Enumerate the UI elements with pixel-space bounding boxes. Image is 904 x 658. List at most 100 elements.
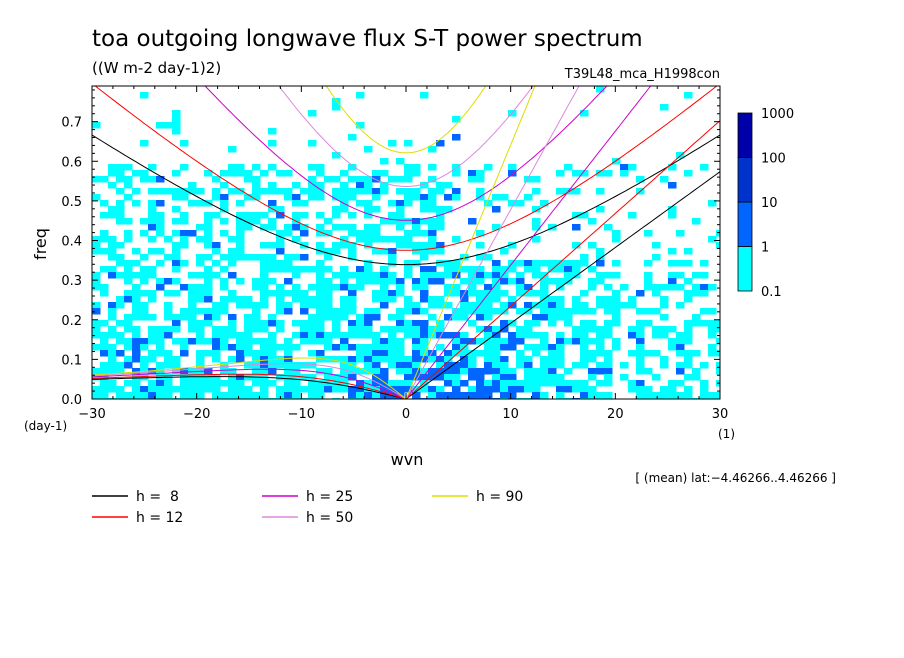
power-cell xyxy=(612,320,621,327)
power-cell xyxy=(412,326,421,333)
power-cell xyxy=(516,380,525,387)
power-cell xyxy=(92,302,101,309)
power-cell xyxy=(508,368,517,375)
power-cell xyxy=(436,326,445,333)
power-cell xyxy=(404,266,413,273)
power-cell xyxy=(372,248,381,255)
power-cell xyxy=(236,338,245,345)
power-cell xyxy=(220,182,229,189)
power-cell xyxy=(500,392,509,399)
power-cell xyxy=(684,362,693,369)
power-cell xyxy=(516,200,525,207)
power-cell xyxy=(524,380,533,387)
power-cell xyxy=(700,260,709,267)
power-cell xyxy=(340,344,349,351)
power-cell xyxy=(428,278,437,285)
power-cell xyxy=(580,344,589,351)
power-cell xyxy=(204,290,213,297)
power-cell xyxy=(148,206,157,213)
power-cell xyxy=(396,176,405,183)
power-cell xyxy=(260,212,269,219)
power-cell xyxy=(580,338,589,345)
power-cell xyxy=(628,386,637,393)
power-cell xyxy=(372,176,381,183)
power-cell xyxy=(244,170,253,177)
power-cell xyxy=(404,200,413,207)
power-cell xyxy=(444,206,453,213)
power-cell xyxy=(444,362,453,369)
power-cell xyxy=(212,272,221,279)
power-cell xyxy=(580,326,589,333)
power-cell xyxy=(324,284,333,291)
power-cell xyxy=(196,254,205,261)
power-cell xyxy=(132,260,141,267)
power-cell xyxy=(540,362,549,369)
power-cell xyxy=(452,344,461,351)
power-cell xyxy=(436,374,445,381)
power-cell xyxy=(356,356,365,363)
legend: h = 8h = 12h = 25h = 50h = 90 xyxy=(92,489,523,526)
power-cell xyxy=(668,182,677,189)
power-cell xyxy=(396,326,405,333)
power-field xyxy=(92,86,720,399)
power-cell xyxy=(604,296,613,303)
power-cell xyxy=(236,296,245,303)
power-cell xyxy=(660,296,669,303)
power-cell xyxy=(404,302,413,309)
power-cell xyxy=(108,326,117,333)
power-cell xyxy=(180,350,189,357)
power-cell xyxy=(260,302,269,309)
power-cell xyxy=(372,344,381,351)
power-cell xyxy=(92,374,101,381)
power-cell xyxy=(196,224,205,231)
power-cell xyxy=(396,278,405,285)
power-cell xyxy=(92,278,101,285)
power-cell xyxy=(228,368,237,375)
power-cell xyxy=(348,392,357,399)
power-cell xyxy=(404,170,413,177)
power-cell xyxy=(412,194,421,201)
power-cell xyxy=(196,272,205,279)
power-cell xyxy=(172,188,181,195)
power-cell xyxy=(604,326,613,333)
power-cell xyxy=(356,344,365,351)
power-cell xyxy=(556,338,565,345)
power-cell xyxy=(652,308,661,315)
power-cell xyxy=(556,380,565,387)
power-cell xyxy=(172,230,181,237)
power-cell xyxy=(100,248,109,255)
power-cell xyxy=(636,350,645,357)
power-cell xyxy=(220,170,229,177)
power-cell xyxy=(604,362,613,369)
power-cell xyxy=(388,212,397,219)
power-cell xyxy=(380,344,389,351)
power-cell xyxy=(452,386,461,393)
power-cell xyxy=(108,308,117,315)
power-cell xyxy=(124,296,133,303)
power-cell xyxy=(436,302,445,309)
power-cell xyxy=(572,308,581,315)
power-cell xyxy=(396,290,405,297)
power-cell xyxy=(372,296,381,303)
power-cell xyxy=(348,332,357,339)
power-cell xyxy=(500,272,509,279)
power-cell xyxy=(364,386,373,393)
power-cell xyxy=(420,200,429,207)
power-cell xyxy=(132,170,141,177)
power-cell xyxy=(412,248,421,255)
power-cell xyxy=(228,248,237,255)
power-cell xyxy=(196,236,205,243)
power-cell xyxy=(420,308,429,315)
power-cell xyxy=(436,332,445,339)
power-cell xyxy=(532,386,541,393)
power-cell xyxy=(476,290,485,297)
power-cell xyxy=(428,176,437,183)
power-cell xyxy=(108,206,117,213)
power-cell xyxy=(404,320,413,327)
power-cell xyxy=(292,290,301,297)
power-cell xyxy=(108,362,117,369)
power-cell xyxy=(620,164,629,171)
power-cell xyxy=(420,194,429,201)
colorbar-swatch xyxy=(737,201,753,247)
power-cell xyxy=(404,194,413,201)
